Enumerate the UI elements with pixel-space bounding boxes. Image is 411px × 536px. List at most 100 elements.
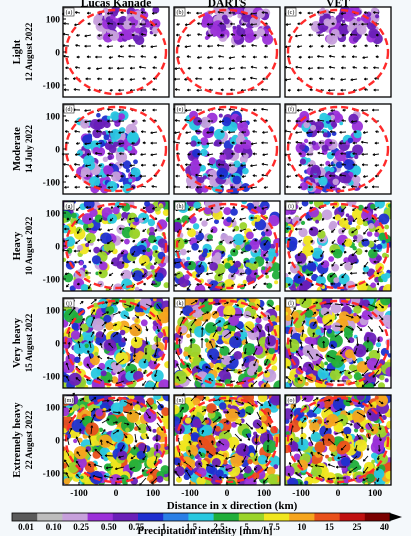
rain-cell	[328, 256, 335, 262]
vector-head	[77, 232, 80, 234]
vector-head	[318, 142, 322, 145]
vector-head	[241, 176, 245, 178]
vector-head	[154, 275, 157, 278]
vector-head	[352, 153, 355, 156]
rain-cell	[244, 321, 255, 332]
panel-letter: (g)	[66, 203, 73, 210]
motion-vector	[190, 328, 192, 338]
rain-cell	[384, 224, 390, 230]
vector-head	[295, 141, 298, 144]
radar-domain-circle	[286, 299, 390, 387]
rain-cell	[152, 298, 157, 302]
motion-vector	[374, 358, 380, 369]
vector-head	[253, 287, 256, 289]
vector-head	[206, 24, 210, 26]
vector-head	[250, 217, 253, 220]
radar-domain-circle	[175, 8, 279, 96]
rain-cell	[85, 232, 96, 244]
motion-vector	[195, 130, 203, 133]
rain-cell	[207, 169, 218, 180]
rain-cell	[302, 244, 314, 257]
motion-vectors	[173, 10, 269, 92]
rain-cell	[353, 235, 358, 240]
vector-head	[154, 354, 157, 358]
vector-head	[84, 35, 87, 38]
vector-head	[219, 175, 222, 178]
rain-cell	[300, 220, 306, 225]
vector-head	[288, 217, 291, 220]
motion-vector	[184, 239, 192, 243]
vector-head	[286, 176, 289, 178]
rain-cell	[207, 234, 214, 240]
rain-cell	[150, 18, 161, 29]
vector-head	[240, 67, 243, 70]
rain-cell	[265, 274, 270, 279]
motion-vector	[317, 55, 325, 58]
vector-head	[288, 272, 291, 275]
vector-head	[134, 354, 137, 358]
motion-vector	[101, 311, 109, 316]
rain-cell	[193, 201, 201, 209]
row-date-4: 15 August 2022	[24, 313, 34, 372]
panel-frame	[284, 6, 392, 98]
motion-vector	[90, 425, 93, 435]
rain-cell	[366, 231, 373, 237]
row-date-3: 10 August 2022	[24, 216, 34, 275]
vector-head	[120, 186, 123, 189]
rain-cell	[318, 176, 328, 186]
vector-head	[218, 142, 222, 145]
rain-cell	[353, 344, 367, 358]
vector-head	[339, 142, 342, 145]
rain-cell	[192, 356, 201, 365]
vector-head	[230, 23, 233, 26]
vector-head	[220, 186, 223, 189]
rain-cell	[291, 311, 300, 320]
panel-letter-box	[285, 104, 297, 114]
rain-cell	[162, 209, 169, 216]
panel-l: (l)	[284, 297, 392, 389]
rain-cell	[78, 260, 84, 266]
vector-head	[318, 110, 321, 113]
vector-head	[135, 339, 138, 342]
vector-head	[252, 109, 256, 112]
vector-head	[262, 307, 264, 310]
rain-cell	[144, 201, 151, 207]
vector-head	[99, 439, 102, 443]
vector-head	[364, 121, 368, 123]
rain-cell	[105, 306, 115, 315]
vector-head	[240, 165, 243, 167]
rain-cell	[90, 442, 95, 447]
vector-head	[142, 250, 145, 253]
rain-cell	[353, 372, 362, 381]
rain-cell	[141, 20, 146, 25]
vector-head	[120, 34, 123, 37]
vector-head	[264, 67, 267, 70]
vector-head	[142, 142, 145, 145]
rain-cell	[260, 239, 271, 251]
rain-cell	[285, 282, 289, 288]
vector-head	[92, 407, 96, 410]
vector-head	[85, 186, 88, 189]
vector-head	[376, 283, 380, 286]
rain-cell	[70, 330, 81, 340]
vector-head	[264, 385, 267, 388]
vector-head	[262, 132, 265, 134]
vector-head	[363, 232, 366, 235]
vector-head	[293, 307, 296, 310]
rain-cell	[174, 257, 184, 269]
rain-cell	[264, 253, 269, 258]
vector-head	[253, 364, 256, 367]
vector-head	[252, 130, 255, 133]
motion-vector	[115, 380, 125, 385]
vector-head	[317, 24, 320, 26]
vector-head	[73, 88, 76, 91]
rain-cell	[228, 315, 240, 326]
row-date-2: 14 July 2022	[24, 125, 34, 174]
motion-vector	[156, 325, 160, 332]
vector-head	[197, 33, 200, 36]
rain-cell	[331, 28, 340, 38]
vector-head	[352, 164, 355, 167]
rain-cell	[324, 361, 328, 366]
vector-head	[196, 12, 199, 15]
motion-vector	[350, 261, 358, 265]
